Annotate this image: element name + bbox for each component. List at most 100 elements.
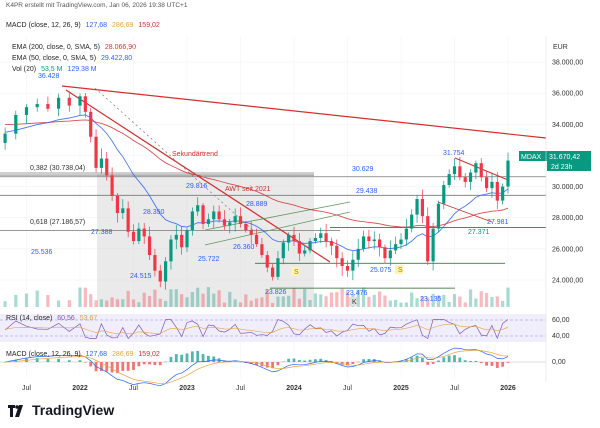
- macd-hist-bar: [421, 357, 424, 362]
- macd-hist-bar: [14, 359, 18, 362]
- time-axis: Jul 2022 Jul 2023 Jul 2024 Jul 2025 Jul 2026: [22, 385, 516, 392]
- channel-lower: [204, 211, 351, 246]
- macd-pane-v2: 286,69: [112, 351, 134, 358]
- volume-bar: [431, 293, 435, 307]
- price-tag-symbol: MDAX: [521, 154, 542, 161]
- candle-body: [249, 230, 253, 235]
- candle-body: [217, 211, 221, 220]
- time-tick-label: Jul: [343, 385, 352, 392]
- macd-hist-bar: [356, 361, 360, 363]
- ema50-line: [5, 114, 509, 252]
- rsi-v1: 60,56: [57, 315, 75, 322]
- macd-hist-bar: [180, 354, 184, 362]
- candle-body: [254, 234, 259, 245]
- time-tick-label: 2024: [286, 385, 302, 392]
- candle-body: [137, 228, 141, 242]
- candles: [3, 91, 510, 290]
- candle-body: [180, 234, 184, 248]
- candle-body: [378, 239, 382, 248]
- macd-hist-bar: [442, 357, 446, 362]
- consolidation-box: [97, 174, 314, 307]
- candle-body: [303, 250, 307, 254]
- volume-bar: [442, 294, 446, 307]
- volume-bar: [506, 287, 510, 307]
- volume-bar: [131, 299, 136, 307]
- highlight-band: [0, 172, 314, 174]
- macd-hist-bar: [126, 362, 130, 371]
- time-tick-label: Jul: [450, 385, 459, 392]
- volume-bar: [180, 294, 184, 307]
- volume-legend[interactable]: Vol (20) 53,5 M 129,38 M: [12, 66, 100, 73]
- macd-hist-bar: [292, 358, 296, 362]
- annotation-label: 23.826: [265, 289, 287, 296]
- macd-hist-bar: [3, 362, 7, 363]
- candle-body: [351, 259, 355, 271]
- rsi-pane-bg: [0, 314, 546, 342]
- volume-bar: [46, 295, 50, 307]
- candle-body: [190, 211, 194, 231]
- macd-hist-bar: [463, 360, 467, 362]
- annotation-label: AWT seit 2021: [225, 186, 271, 193]
- macd-hist-bar: [303, 360, 307, 362]
- macd-hist-bar: [453, 355, 456, 362]
- candle-body: [3, 133, 7, 143]
- candle-body: [404, 228, 408, 240]
- price-tick-label: 26.000,00: [552, 246, 583, 253]
- candle-body: [24, 107, 29, 115]
- price-axis: 38.000,0036.000,0034.000,0032.000,0030.0…: [552, 60, 583, 285]
- volume-bar: [313, 293, 317, 307]
- candle-body: [228, 222, 232, 226]
- macd-hist-bar: [437, 360, 440, 362]
- macd-top-v3: 159,02: [138, 22, 160, 29]
- chart-annotations: 36.428 Sekundärtrend 0,382 (30.738,04) 30.6…: [30, 73, 509, 306]
- volume-bar: [319, 294, 323, 307]
- annotation-label: 23.135: [420, 296, 442, 303]
- brand-footer[interactable]: TradingView: [8, 402, 114, 418]
- candle-body: [356, 248, 360, 260]
- brand-name: TradingView: [32, 402, 115, 418]
- ema200-legend[interactable]: EMA (200, close, 0, SMA, 5) 28.066,90: [12, 44, 139, 51]
- volume-bar: [153, 289, 157, 307]
- volume-v2: 129,38 M: [67, 66, 97, 73]
- pennant-line: [437, 201, 493, 223]
- macd-hist-bar: [281, 361, 285, 362]
- candle-body: [169, 239, 173, 262]
- price-tick-label: 28.000,00: [552, 215, 583, 222]
- macd-hist-bar: [83, 362, 87, 363]
- rsi-legend[interactable]: RSI (14, close) 60,56 53,67: [6, 315, 100, 322]
- candle-body: [479, 163, 483, 178]
- volume-bar: [190, 292, 194, 307]
- candle-body: [206, 219, 210, 224]
- macd-hist-bar: [319, 358, 323, 362]
- volume-bar: [126, 290, 130, 307]
- macd-hist-bar: [271, 362, 274, 369]
- annotation-label: 25.536: [31, 249, 53, 256]
- macd-hist-bar: [57, 358, 60, 362]
- candle-body: [238, 216, 243, 224]
- time-tick-label: 2025: [393, 385, 409, 392]
- macd-hist-bar: [479, 362, 483, 364]
- price-tick-label: 34.000,00: [552, 122, 583, 129]
- price-tick-label: 38.000,00: [552, 60, 583, 67]
- price-tag[interactable]: MDAX 31.670,42 2d 23h: [519, 151, 591, 171]
- candle-body: [222, 219, 227, 226]
- price-chart[interactable]: 38.000,0036.000,0034.000,0032.000,0030.0…: [0, 0, 600, 400]
- macd-legend[interactable]: MACD (close, 12, 26, 9) 127,68 286,69 15…: [6, 351, 163, 358]
- volume-bar: [388, 300, 392, 307]
- ema50-legend[interactable]: EMA (50, close, 0, SMA, 5) 29.422,80: [12, 55, 135, 62]
- macd-hist-bar: [78, 360, 82, 362]
- primary-trendline: [61, 85, 547, 139]
- candle-body: [105, 158, 109, 176]
- annotation-label: 31.754: [443, 150, 465, 157]
- macd-hist-bar: [207, 355, 210, 362]
- macd-hist-bar: [431, 362, 435, 364]
- candle-body: [83, 96, 87, 112]
- macd-hist-bar: [399, 360, 403, 362]
- candle-body: [67, 97, 71, 106]
- annotation-label: 27.981: [487, 219, 509, 226]
- volume-bar: [105, 300, 109, 307]
- time-tick-label: 2026: [500, 385, 516, 392]
- ema200-line: [5, 119, 509, 228]
- ema50-value: 29.422,80: [100, 55, 133, 62]
- candle-body: [185, 230, 189, 248]
